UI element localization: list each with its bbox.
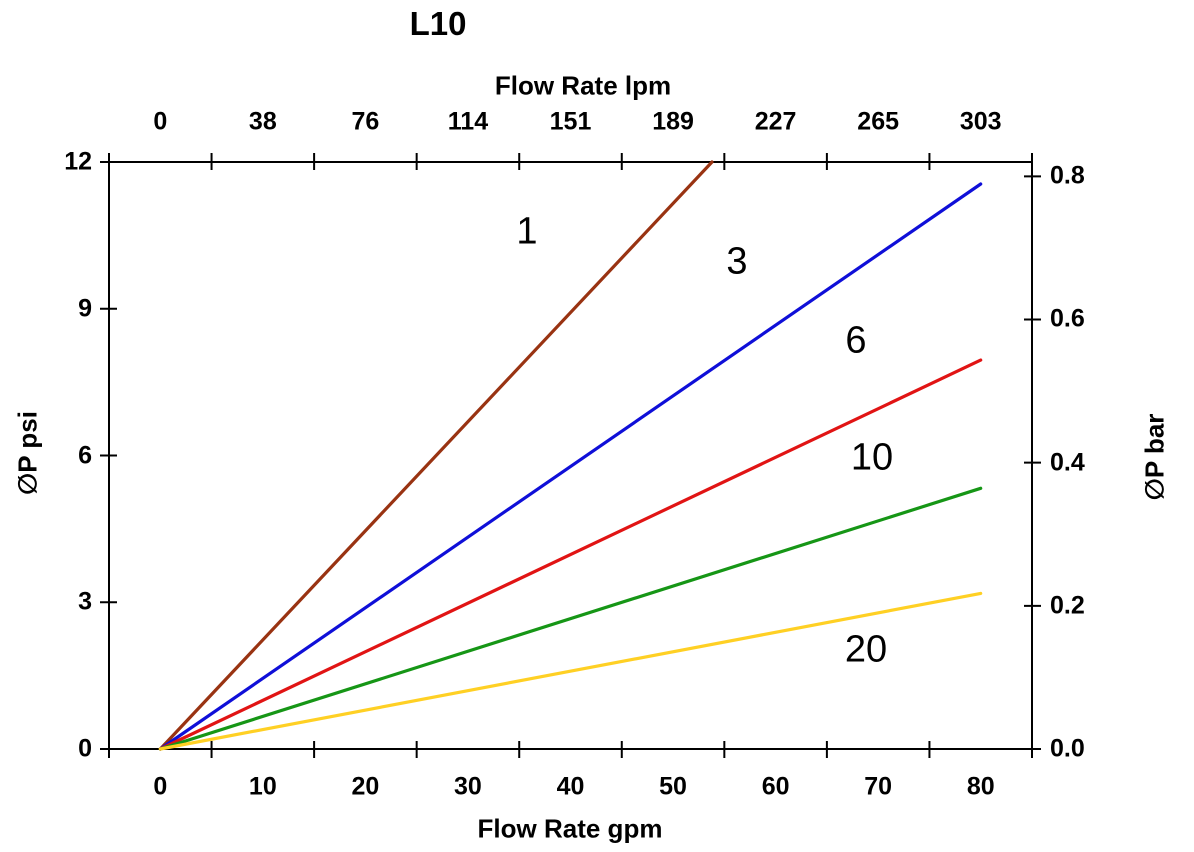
bottom-tick-label: 0 (153, 772, 168, 801)
left-tick-label: 9 (78, 294, 92, 323)
bottom-tick-label: 50 (659, 772, 687, 801)
right-tick-label: 0.8 (1050, 161, 1085, 190)
right-tick-label: 0.6 (1050, 304, 1085, 333)
top-tick-label: 38 (248, 107, 277, 136)
series-label-6: 6 (845, 319, 867, 362)
left-tick-label: 12 (64, 147, 92, 176)
series-line-1 (158, 160, 714, 751)
bottom-tick-label: 80 (966, 772, 995, 801)
right-tick-label: 0.4 (1050, 448, 1085, 477)
series-line-20 (158, 591, 983, 751)
series-line-10 (158, 486, 983, 751)
top-tick-label: 303 (959, 107, 1002, 136)
bottom-tick-label: 60 (761, 772, 790, 801)
top-tick-label: 151 (549, 107, 592, 136)
bottom-tick-label: 10 (248, 772, 277, 801)
series-label-10: 10 (850, 436, 894, 479)
left-tick-label: 0 (78, 734, 92, 763)
bottom-tick-label: 70 (864, 772, 893, 801)
bottom-tick-label: 20 (351, 772, 380, 801)
right-tick-label: 0.0 (1050, 734, 1085, 763)
chart-title: L10 (409, 5, 467, 42)
series-line-3 (158, 182, 983, 751)
series-label-3: 3 (726, 240, 748, 283)
top-tick-label: 0 (153, 107, 168, 136)
top-tick-label: 114 (447, 107, 489, 136)
series-label-20: 20 (844, 628, 888, 671)
plot-border (108, 161, 1033, 750)
top-tick-label: 227 (754, 107, 797, 136)
left-tick-label: 3 (78, 587, 92, 616)
left-tick-label: 6 (78, 441, 92, 469)
bottom-tick-label: 30 (454, 772, 482, 801)
top-tick-label: 76 (351, 107, 380, 136)
bottom-tick-label: 40 (556, 772, 585, 801)
top-axis-title: Flow Rate lpm (494, 70, 672, 101)
right-tick-label: 0.2 (1050, 591, 1085, 620)
series-label-1: 1 (516, 210, 538, 253)
series-line-6 (158, 358, 983, 751)
top-tick-label: 189 (652, 107, 694, 136)
top-tick-label: 265 (857, 107, 900, 136)
bottom-axis-title: Flow Rate gpm (477, 813, 663, 844)
